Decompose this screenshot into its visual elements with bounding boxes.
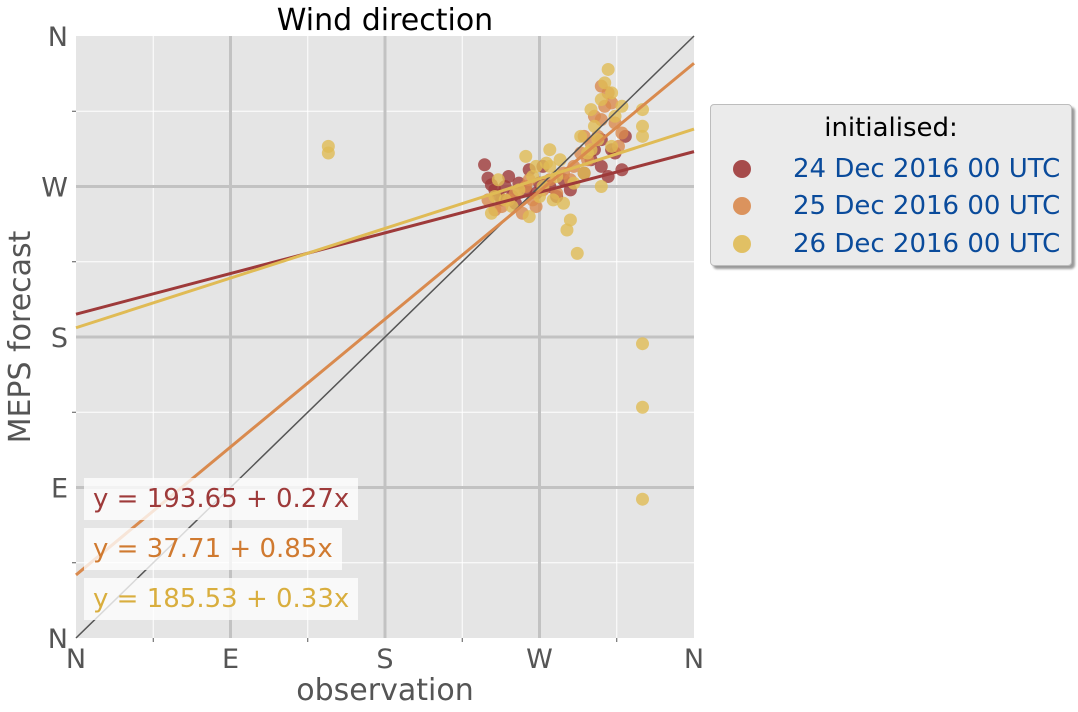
data-point-series-2 xyxy=(546,193,560,207)
data-point-series-2 xyxy=(560,223,574,237)
y-tick-label: N xyxy=(48,22,68,53)
data-point-series-2 xyxy=(563,213,577,227)
chart-title: Wind direction xyxy=(277,3,493,38)
data-point-series-2 xyxy=(557,196,571,210)
legend-title: initialised: xyxy=(824,113,958,143)
data-point-series-2 xyxy=(519,149,533,163)
data-point-series-1 xyxy=(529,200,543,214)
legend-label: 24 Dec 2016 00 UTC xyxy=(793,154,1061,184)
data-point-series-2 xyxy=(594,180,608,193)
data-point-series-2 xyxy=(574,129,588,143)
data-point-series-0 xyxy=(478,158,492,172)
legend-item-26dec: 26 Dec 2016 00 UTC xyxy=(733,227,1060,261)
data-point-series-0 xyxy=(594,159,608,173)
data-point-series-2 xyxy=(543,159,557,173)
data-point-series-2 xyxy=(484,206,498,220)
data-point-series-2 xyxy=(491,173,505,187)
legend-marker-icon xyxy=(733,197,751,215)
y-axis-label: MEPS forecast xyxy=(3,230,38,443)
x-tick-label: N xyxy=(684,644,704,675)
data-point-series-2 xyxy=(636,492,649,506)
data-point-series-2 xyxy=(584,103,598,117)
legend-item-25dec: 25 Dec 2016 00 UTC xyxy=(733,189,1060,223)
fit-equation-25dec: y = 37.71 + 0.85x xyxy=(84,528,342,570)
data-point-series-2 xyxy=(522,210,536,224)
fit-line-series-0 xyxy=(75,150,695,316)
data-point-series-2 xyxy=(636,119,649,133)
data-point-series-2 xyxy=(601,62,615,76)
data-point-series-2 xyxy=(594,93,608,107)
fit-equation-24dec: y = 193.65 + 0.27x xyxy=(84,478,359,520)
data-point-series-2 xyxy=(605,139,619,153)
data-point-series-2 xyxy=(598,76,612,90)
legend-marker-icon xyxy=(733,160,751,178)
data-point-series-2 xyxy=(529,159,543,173)
x-tick-label: S xyxy=(376,644,393,675)
data-point-series-1 xyxy=(605,96,619,110)
data-point-series-2 xyxy=(587,119,601,133)
scatter-points xyxy=(321,62,649,506)
data-point-series-2 xyxy=(636,129,649,143)
data-point-series-2 xyxy=(636,400,649,414)
y-tick-label: E xyxy=(51,474,68,505)
legend-item-24dec: 24 Dec 2016 00 UTC xyxy=(733,152,1060,186)
legend-label: 25 Dec 2016 00 UTC xyxy=(793,191,1061,221)
y-tick-label: N xyxy=(48,624,68,655)
fit-line-series-2 xyxy=(75,127,695,330)
legend-label: 26 Dec 2016 00 UTC xyxy=(793,229,1061,259)
data-point-series-2 xyxy=(636,103,649,117)
legend: initialised: 24 Dec 2016 00 UTC 25 Dec 2… xyxy=(710,104,1072,266)
data-point-series-2 xyxy=(591,133,605,147)
x-tick-label: E xyxy=(222,644,239,675)
data-point-series-2 xyxy=(577,166,591,180)
data-point-series-1 xyxy=(615,126,629,140)
y-tick-label: W xyxy=(41,173,68,204)
fit-equation-26dec: y = 185.53 + 0.33x xyxy=(84,578,359,620)
data-point-series-2 xyxy=(605,86,619,100)
y-tick-label: S xyxy=(51,323,68,354)
data-point-series-2 xyxy=(321,146,335,160)
data-point-series-0 xyxy=(502,169,516,183)
x-axis-label: observation xyxy=(296,673,473,708)
data-point-series-2 xyxy=(570,246,584,260)
data-point-series-2 xyxy=(608,109,622,123)
data-point-series-2 xyxy=(543,143,557,157)
legend-marker-icon xyxy=(733,235,751,253)
data-point-series-2 xyxy=(636,337,649,351)
x-tick-label: N xyxy=(66,644,86,675)
x-tick-label: W xyxy=(526,644,553,675)
